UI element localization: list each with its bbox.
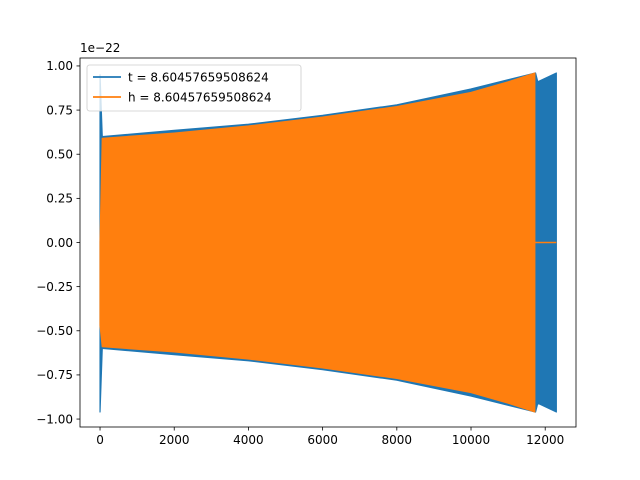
y-tick-label: −1.00	[36, 412, 73, 426]
series-1-band	[99, 72, 536, 413]
y-tick-label: −0.75	[36, 368, 73, 382]
y-tick-label: 0.75	[46, 103, 73, 117]
x-tick-label: 10000	[452, 433, 490, 447]
legend: t = 8.60457659508624 h = 8.60457659508624	[86, 64, 302, 112]
legend-label-1: h = 8.60457659508624	[128, 90, 272, 104]
y-tick-label: −0.25	[36, 280, 73, 294]
offset-text: 1e−22	[80, 41, 120, 55]
y-tick-label: 1.00	[46, 59, 73, 73]
x-tick-label: 2000	[159, 433, 190, 447]
x-tick-label: 0	[96, 433, 104, 447]
y-tick-label: −0.50	[36, 324, 73, 338]
axes-layer: 0 2000 4000 6000 8000 10000 12000 1.00 0.75 0.50 0…	[36, 57, 577, 447]
y-tick-label: 0.25	[46, 192, 73, 206]
legend-label-0: t = 8.60457659508624	[128, 70, 269, 84]
legend-frame	[86, 64, 302, 112]
series-layer	[99, 72, 557, 413]
x-tick-label: 8000	[382, 433, 413, 447]
x-tick-label: 4000	[233, 433, 264, 447]
y-tick-label: 0.00	[46, 236, 73, 250]
x-tick-label: 6000	[307, 433, 338, 447]
y-tick-label: 0.50	[46, 148, 73, 162]
x-tick-label: 12000	[526, 433, 564, 447]
